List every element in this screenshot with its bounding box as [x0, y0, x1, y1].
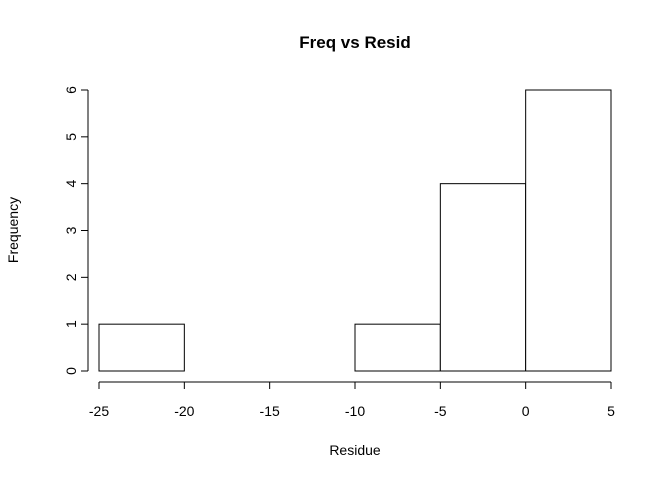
- x-tick-label: 0: [522, 403, 530, 419]
- y-tick-label: 3: [63, 226, 79, 234]
- x-tick-label: -20: [174, 403, 194, 419]
- chart-title: Freq vs Resid: [299, 33, 411, 52]
- y-tick-label: 1: [63, 320, 79, 328]
- x-axis-label: Residue: [329, 442, 381, 458]
- histogram-bar-3: [354, 323, 441, 372]
- x-tick-label: 5: [607, 403, 615, 419]
- y-tick-label: 2: [63, 273, 79, 281]
- x-axis: -25 -20 -15 -10 -5 0 5: [89, 381, 615, 419]
- y-axis: 0 1 2 3 4 5 6: [63, 86, 89, 375]
- y-axis-label: Frequency: [5, 197, 21, 263]
- bars-group: [98, 89, 612, 372]
- y-tick-label: 5: [63, 133, 79, 141]
- y-tick-label: 0: [63, 367, 79, 375]
- y-tick-label: 4: [63, 180, 79, 188]
- x-tick-label: -25: [89, 403, 109, 419]
- histogram-bar-0: [98, 323, 185, 372]
- y-tick-label: 6: [63, 86, 79, 94]
- histogram-bar-4: [439, 183, 527, 372]
- histogram-bar-5: [525, 89, 612, 372]
- x-tick-label: -5: [434, 403, 447, 419]
- x-tick-label: -15: [260, 403, 280, 419]
- x-tick-label: -10: [345, 403, 365, 419]
